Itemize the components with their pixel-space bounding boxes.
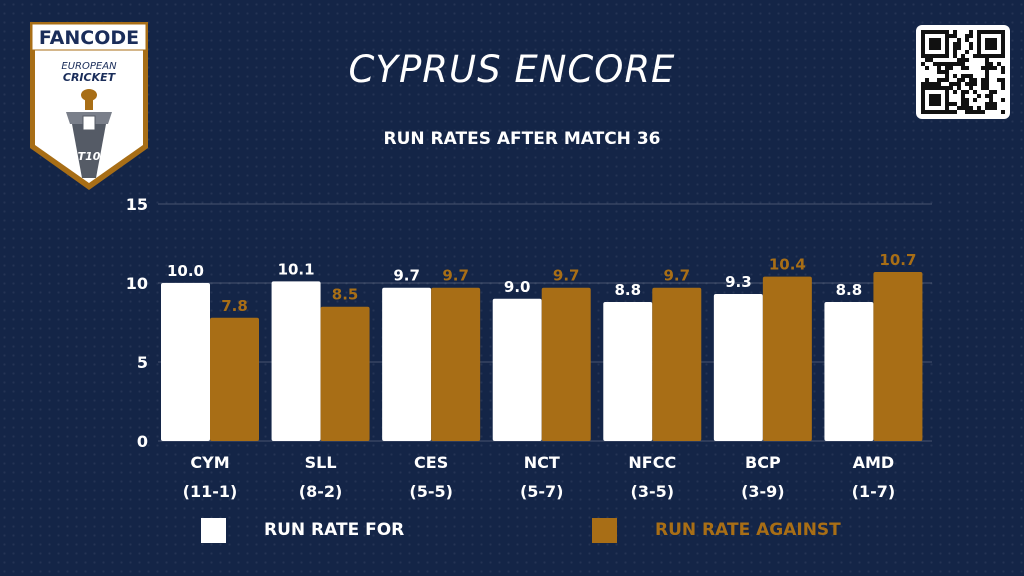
data-label-against: 10.7 [879, 251, 916, 269]
category-label: CES [414, 453, 448, 472]
logo-badge-text: T10 [78, 150, 101, 163]
y-tick-label: 15 [126, 195, 148, 214]
record-label: (11-1) [183, 482, 238, 501]
legend-label-against: RUN RATE AGAINST [655, 520, 841, 540]
record-label: (1-7) [852, 482, 896, 501]
bar-run-rate-against [431, 287, 481, 441]
bar-run-rate-against [762, 276, 812, 441]
logo-brand-text: FANCODE [39, 27, 139, 49]
record-label: (5-7) [520, 482, 564, 501]
category-label: NFCC [628, 453, 676, 472]
bar-run-rate-against [652, 287, 702, 441]
record-label: (3-9) [741, 482, 785, 501]
data-label-for: 10.1 [278, 260, 315, 278]
bar-run-rate-for [161, 283, 210, 441]
data-label-for: 9.0 [504, 278, 531, 296]
category-label: BCP [745, 453, 781, 472]
chart-subtitle: RUN RATES AFTER MATCH 36 [383, 129, 661, 149]
data-label-for: 10.0 [167, 262, 204, 280]
record-label: (8-2) [299, 482, 343, 501]
legend-swatch-for [201, 518, 226, 543]
data-label-against: 8.5 [332, 286, 359, 304]
data-label-against: 9.7 [663, 267, 690, 285]
bar-run-rate-for [492, 298, 542, 441]
data-label-against: 10.4 [769, 256, 806, 274]
bar-run-rate-for [271, 281, 321, 441]
y-tick-label: 10 [126, 274, 148, 293]
bars-layer [161, 271, 923, 441]
bar-run-rate-against [320, 306, 370, 441]
qr-code-icon [916, 25, 1010, 119]
data-label-against: 9.7 [553, 267, 580, 285]
legend-label-for: RUN RATE FOR [264, 520, 405, 540]
bar-run-rate-against [210, 317, 259, 441]
data-label-for: 8.8 [836, 281, 863, 299]
fancode-european-cricket-logo: FANCODE EUROPEAN CRICKET T10 [30, 22, 148, 190]
bar-run-rate-against [873, 271, 923, 441]
category-label: AMD [853, 453, 895, 472]
bar-run-rate-against [541, 287, 591, 441]
logo-line1-text: EUROPEAN [61, 61, 117, 72]
data-label-against: 9.7 [442, 267, 469, 285]
category-label: NCT [524, 453, 560, 472]
bar-run-rate-for [603, 301, 653, 441]
category-label: SLL [305, 453, 337, 472]
bar-run-rate-for [713, 294, 763, 441]
bar-run-rate-for [824, 301, 874, 441]
data-label-for: 9.3 [725, 273, 752, 291]
y-tick-label: 0 [137, 432, 148, 451]
labels-layer: 0 5 10 15 10.0 7.8 CYM (11-1) 10.1 8.5 SLL (8-2) 9.7… [126, 195, 917, 501]
data-label-for: 8.8 [614, 281, 641, 299]
data-label-against: 7.8 [221, 297, 248, 315]
chart-title: CYPRUS ENCORE [348, 48, 676, 91]
y-tick-label: 5 [137, 353, 148, 372]
bar-run-rate-for [382, 287, 432, 441]
logo-line2-text: CRICKET [63, 71, 117, 84]
data-label-for: 9.7 [393, 267, 420, 285]
legend-swatch-against [592, 518, 617, 543]
category-label: CYM [190, 453, 229, 472]
trophy-icon [66, 89, 112, 178]
record-label: (3-5) [631, 482, 675, 501]
record-label: (5-5) [409, 482, 453, 501]
